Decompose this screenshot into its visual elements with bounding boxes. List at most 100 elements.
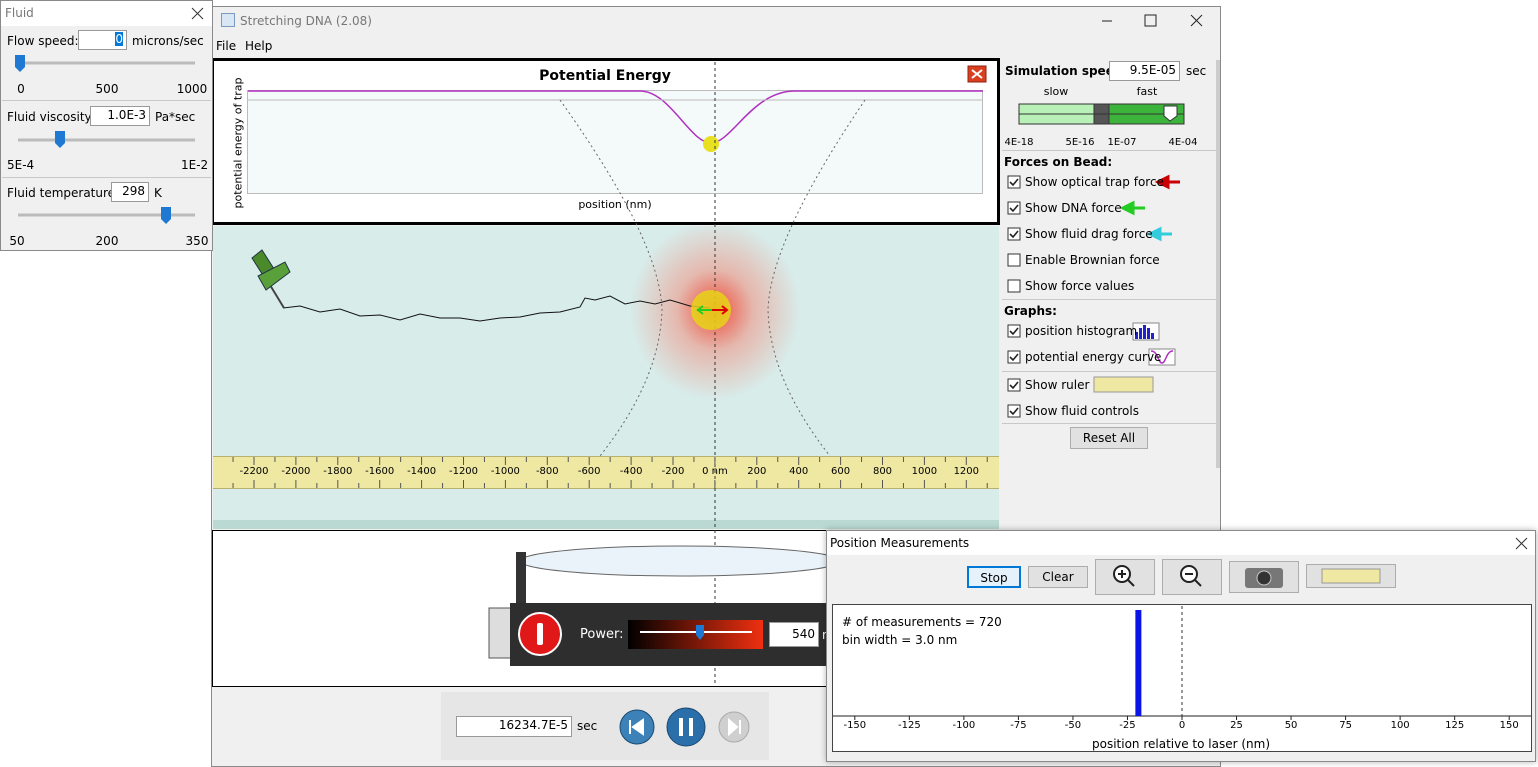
laser-housing: [488, 607, 514, 659]
check-mark: [1009, 353, 1019, 362]
temperature-field[interactable]: 298: [111, 182, 149, 202]
scale-label: 0: [17, 82, 25, 96]
dna-strand: [282, 295, 711, 322]
scale-label: 1E-2: [181, 158, 209, 172]
x-tick-label: -50: [1064, 720, 1082, 731]
ruler-label: 600: [831, 466, 851, 477]
close-icon: [971, 69, 983, 79]
ruler-icon: [1321, 568, 1381, 584]
ruler-label: -2200: [239, 466, 269, 477]
ruler: [213, 456, 999, 489]
field-label: Flow speed:: [7, 34, 79, 48]
clear-button[interactable]: Clear: [1028, 566, 1088, 588]
field-label: Fluid viscosity:: [7, 110, 95, 124]
separator: [1002, 150, 1217, 151]
ruler-label: -600: [577, 466, 601, 477]
reset-button[interactable]: Reset All: [1070, 427, 1148, 449]
viscosity-field[interactable]: 1.0E-3: [90, 106, 150, 126]
dna-force-icon: [1119, 200, 1145, 216]
checkbox-label[interactable]: Show optical trap force: [1025, 175, 1164, 189]
rewind-button[interactable]: [619, 709, 655, 745]
menu-item[interactable]: File: [216, 39, 237, 53]
scale-label: 1000: [176, 82, 208, 96]
power-field[interactable]: 540: [769, 622, 819, 647]
window-title: Position Measurements: [830, 536, 970, 550]
slider-thumb[interactable]: [15, 55, 25, 72]
checkbox[interactable]: [1007, 253, 1021, 267]
histogram-bar: [1135, 610, 1142, 716]
unit: K: [154, 186, 162, 200]
speed-scale: 5E-16: [1065, 137, 1095, 148]
zoom-out-icon: [1180, 565, 1202, 587]
window-controls[interactable]: [1102, 14, 1203, 27]
separator: [1002, 299, 1217, 300]
ruler-icon: [1093, 376, 1154, 393]
unit: Pa*sec: [155, 110, 196, 124]
checkbox-label[interactable]: Show DNA force: [1025, 201, 1122, 215]
speed-scale: 4E-04: [1168, 137, 1198, 148]
x-tick-label: 100: [1390, 720, 1410, 731]
checkbox-label[interactable]: Show force values: [1025, 279, 1135, 293]
scale-label: 50: [9, 234, 25, 248]
x-axis-label: position relative to laser (nm): [1091, 737, 1271, 751]
checkbox-label[interactable]: Enable Brownian force: [1025, 253, 1160, 267]
scale-label: 200: [95, 234, 119, 248]
step-button[interactable]: [718, 711, 750, 743]
slow-label: slow: [1043, 85, 1069, 98]
x-axis-label: position (nm): [578, 198, 652, 211]
checkbox[interactable]: [1007, 279, 1021, 293]
scale-label: 5E-4: [7, 158, 35, 172]
x-tick-label: 150: [1499, 720, 1519, 731]
simulation-area: [213, 226, 999, 456]
ruler-label: -2000: [281, 466, 311, 477]
checkbox-label[interactable]: potential energy curve: [1025, 350, 1162, 364]
ruler-label: -1400: [407, 466, 437, 477]
close-icon[interactable]: [1515, 537, 1528, 550]
stop-button[interactable]: Stop: [967, 566, 1021, 588]
x-tick-label: -125: [897, 720, 921, 731]
scale-label: 500: [95, 82, 119, 96]
checkbox-label[interactable]: position histogram: [1025, 324, 1138, 338]
power-slider[interactable]: [628, 620, 763, 649]
speed-thumb[interactable]: [1163, 105, 1178, 122]
lens-mount: [516, 552, 526, 604]
ruler-label: 1000: [911, 466, 938, 477]
window-title: Stretching DNA (2.08): [240, 14, 372, 28]
menu-item[interactable]: Help: [245, 39, 273, 53]
check-mark: [1009, 178, 1019, 187]
camera-icon: [1245, 568, 1283, 588]
histogram-icon: [1132, 322, 1160, 341]
time-field[interactable]: 16234.7E-5: [456, 716, 572, 737]
checkbox-label[interactable]: Show fluid drag force: [1025, 227, 1153, 241]
slider-thumb[interactable]: [161, 207, 171, 224]
dna-force-arrow: [696, 305, 712, 315]
separator: [2, 100, 211, 101]
stat-text: bin width = 3.0 nm: [842, 633, 958, 647]
app-icon: [221, 13, 235, 27]
title-bar: [1, 1, 212, 26]
x-tick-label: -75: [1010, 720, 1027, 731]
checkbox-label[interactable]: Show fluid controls: [1025, 404, 1139, 418]
trap-force-icon: [1154, 174, 1180, 190]
beam-envelope: [767, 99, 866, 457]
slider-thumb[interactable]: [55, 131, 65, 148]
speed-unit: sec: [1186, 64, 1207, 78]
zoom-in-icon: [1113, 565, 1135, 587]
speed-field[interactable]: 9.5E-05: [1109, 61, 1180, 81]
scrollbar: [1216, 60, 1220, 468]
title-bar: [827, 531, 1535, 555]
check-mark: [1009, 327, 1019, 336]
speed-scale: 1E-07: [1107, 137, 1137, 148]
checkbox-label[interactable]: Show ruler: [1025, 378, 1090, 392]
drag-force-icon: [1146, 226, 1172, 242]
pause-button[interactable]: [666, 707, 706, 747]
close-icon[interactable]: [191, 7, 204, 20]
flow-speed-field[interactable]: 0: [78, 30, 127, 50]
separator: [1002, 423, 1217, 424]
slider-thumb[interactable]: [696, 625, 704, 640]
beam-envelope: [559, 99, 663, 457]
ruler-label: -1800: [323, 466, 353, 477]
ruler-label: -400: [619, 466, 643, 477]
ruler-label: 200: [747, 466, 767, 477]
